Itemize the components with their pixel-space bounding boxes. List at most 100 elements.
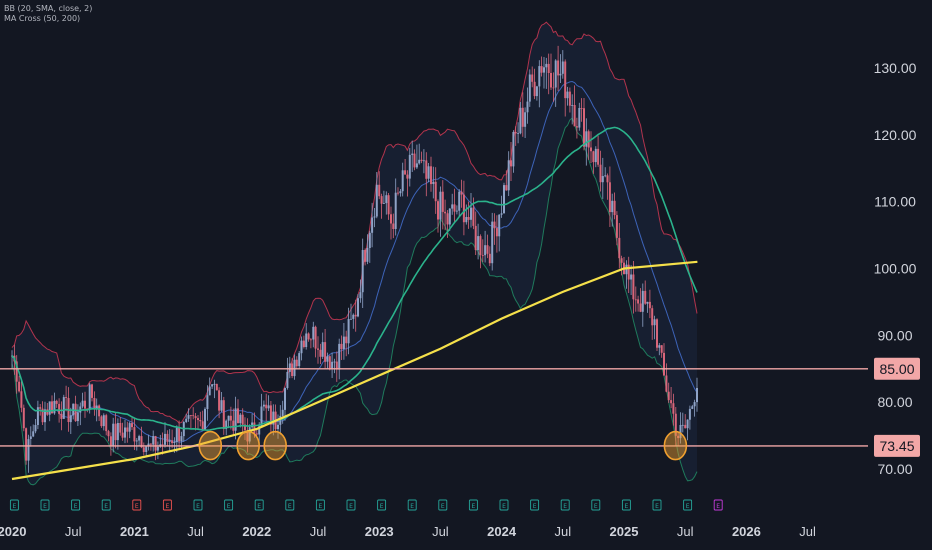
candle-body: [453, 204, 456, 212]
candle-body: [121, 432, 124, 438]
earnings-marker-label: E: [74, 503, 78, 510]
candle-body: [486, 245, 489, 254]
candle-body: [156, 446, 159, 451]
candle-body: [587, 131, 590, 148]
candle-body: [679, 425, 682, 439]
candle-body: [571, 105, 574, 106]
candle-body: [634, 299, 637, 301]
candle-body: [672, 403, 675, 414]
bb-fill: [12, 22, 697, 485]
candle-body: [128, 423, 131, 432]
candle-body: [653, 319, 656, 326]
candle-body: [639, 303, 642, 312]
candle-body: [660, 345, 663, 353]
earnings-marker: [683, 499, 693, 511]
candle-body: [93, 398, 96, 409]
candle-body: [244, 424, 246, 431]
candle-body: [338, 343, 341, 370]
x-tick-label: 2022: [242, 524, 271, 539]
bb-basis-line: [11, 80, 698, 443]
candle-body: [580, 108, 583, 109]
candle-body: [300, 340, 303, 354]
candle-body: [547, 63, 550, 73]
candle-body: [526, 101, 529, 113]
candle-body: [126, 427, 129, 432]
candle-body: [27, 439, 30, 461]
candle-body: [262, 404, 265, 407]
earnings-marker-label: E: [227, 503, 231, 510]
candle-body: [173, 442, 176, 443]
candle-body: [331, 361, 334, 369]
candle-body: [637, 299, 640, 304]
candle-body: [385, 195, 388, 204]
candle-body: [109, 436, 112, 446]
ma-slow-line: [11, 260, 698, 481]
candle-body: [477, 236, 480, 250]
candle-body: [604, 175, 607, 177]
candle-body: [319, 349, 322, 357]
candle-body: [552, 87, 555, 89]
candle-body: [251, 422, 254, 428]
candle-body: [467, 217, 470, 220]
candle-body: [545, 63, 548, 68]
candle-body: [592, 151, 595, 163]
candle-body: [566, 91, 569, 99]
candle-body: [535, 86, 538, 97]
candle-body: [446, 213, 449, 225]
candle-body: [62, 397, 65, 419]
candle-body: [585, 131, 588, 147]
candle-body: [441, 191, 444, 212]
earnings-marker-label: E: [716, 503, 720, 510]
y-tick-label: 70.00: [877, 461, 912, 477]
highlight-circle: [663, 430, 688, 461]
x-tick-label: 2026: [732, 524, 761, 539]
candle-body: [246, 430, 249, 442]
earnings-marker: [377, 499, 387, 511]
candle-body: [437, 201, 439, 220]
earnings-marker: [224, 499, 234, 511]
earnings-marker-label: E: [349, 503, 353, 510]
earnings-marker: [560, 499, 570, 511]
price-axis[interactable]: 130.00 120.00 110.00 100.00 90.00 80.00 70.00 8…: [874, 60, 920, 477]
candle-body: [84, 400, 86, 409]
candle-body: [232, 420, 235, 431]
candle-body: [133, 427, 136, 442]
candle-body: [192, 415, 195, 417]
candle-body: [500, 213, 503, 215]
earnings-marker: [530, 499, 540, 511]
candle-body: [340, 343, 343, 349]
earnings-marker-label: E: [563, 503, 567, 510]
candle-body: [281, 409, 284, 416]
time-axis[interactable]: 2020 Jul 2021 Jul 2022 Jul 2023 Jul 2024 Jul 2025 J…: [0, 524, 816, 539]
candle-body: [279, 415, 282, 425]
candle-body: [255, 433, 258, 435]
candle-body: [380, 196, 383, 204]
candle-body: [663, 352, 665, 376]
candle-body: [44, 409, 46, 423]
candle-body: [366, 248, 369, 262]
candle-body: [684, 424, 687, 429]
bb-legend-label[interactable]: BB (20, SMA, close, 2): [4, 4, 93, 13]
candle-body: [474, 225, 477, 250]
ma-legend-label[interactable]: MA Cross (50, 200): [4, 14, 81, 23]
earnings-marker-label: E: [594, 503, 598, 510]
indicator-legend: BB (20, SMA, close, 2) MA Cross (50, 200…: [4, 4, 92, 24]
candle-body: [95, 405, 98, 409]
candle-body: [161, 444, 164, 446]
candle-body: [484, 245, 487, 256]
candle-body: [345, 336, 348, 344]
candle-body: [611, 200, 614, 213]
candle-body: [561, 61, 564, 74]
candle-body: [401, 170, 404, 192]
candle-body: [627, 264, 630, 280]
candle-body: [415, 163, 418, 168]
candle-body: [651, 308, 654, 326]
candle-body: [390, 214, 392, 224]
earnings-marker-label: E: [502, 503, 506, 510]
x-tick-label: Jul: [65, 524, 82, 539]
candle-body: [253, 422, 256, 434]
candle-body: [406, 174, 409, 179]
highlight-circle: [236, 430, 260, 461]
